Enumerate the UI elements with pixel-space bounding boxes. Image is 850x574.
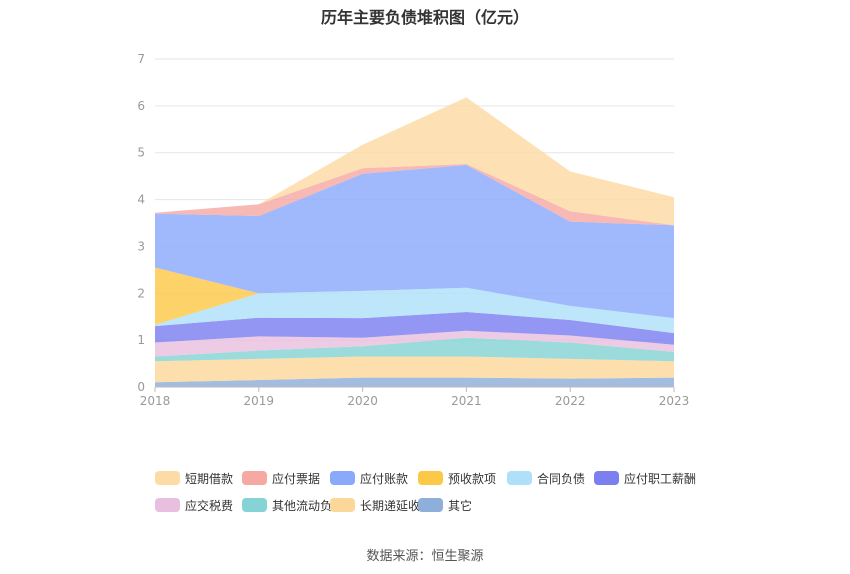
area-series <box>155 97 674 387</box>
axes: 0 1 2 3 4 5 6 7 2018 2019 2020 2021 2022 2023 <box>137 52 689 408</box>
x-tick-label: 2021 <box>451 394 482 408</box>
area-series-3 <box>155 330 674 357</box>
legend-swatch <box>330 471 355 485</box>
area-series-2 <box>155 337 674 362</box>
legend-item[interactable]: 应付职工薪酬 <box>594 470 696 486</box>
area-series-9 <box>155 97 674 226</box>
legend-item[interactable]: 其它 <box>418 497 472 513</box>
area-series-7 <box>155 164 674 319</box>
area-series-5 <box>155 287 674 334</box>
legend-item[interactable]: 长期递延收益 <box>330 497 432 513</box>
legend-item[interactable]: 应付票据 <box>242 470 320 486</box>
y-tick-label: 7 <box>137 52 145 66</box>
x-tick-label: 2019 <box>244 394 275 408</box>
legend-item[interactable]: 预收款项 <box>418 470 496 486</box>
y-tick-label: 2 <box>137 286 145 300</box>
legend-label: 预收款项 <box>448 471 497 486</box>
legend-swatch <box>418 498 443 512</box>
x-tick-label: 2023 <box>659 394 690 408</box>
legend-label: 应付职工薪酬 <box>624 471 697 486</box>
legend-swatch <box>507 471 532 485</box>
y-tick-label: 6 <box>137 99 145 113</box>
area-series-0 <box>155 377 674 387</box>
legend-label: 短期借款 <box>185 471 234 486</box>
area-series-1 <box>155 356 674 383</box>
legend-swatch <box>594 471 619 485</box>
area-series-4 <box>155 312 674 345</box>
legend-label: 应付票据 <box>272 471 321 486</box>
x-tick-label: 2018 <box>140 394 171 408</box>
legend-label: 长期递延收益 <box>360 498 433 513</box>
legend-item[interactable]: 应付账款 <box>330 470 408 486</box>
legend-swatch <box>330 498 355 512</box>
legend-item[interactable]: 应交税费 <box>155 497 233 513</box>
y-tick-label: 0 <box>137 380 145 394</box>
y-tick-label: 1 <box>137 333 145 347</box>
legend-label: 其它 <box>448 498 473 513</box>
legend-swatch <box>242 471 267 485</box>
x-tick-label: 2020 <box>347 394 378 408</box>
legend-item[interactable]: 短期借款 <box>155 470 233 486</box>
legend-label: 其他流动负债 <box>272 498 345 513</box>
data-source: 数据来源：恒生聚源 <box>366 549 484 564</box>
y-tick-label: 3 <box>137 239 145 253</box>
legend-label: 应交税费 <box>185 498 234 513</box>
legend-swatch <box>418 471 443 485</box>
legend-label: 合同负债 <box>537 471 586 486</box>
legend-item[interactable]: 合同负债 <box>507 470 585 486</box>
legend-swatch <box>155 498 180 512</box>
legend-label: 应付账款 <box>360 471 409 486</box>
legend-item[interactable]: 其他流动负债 <box>242 497 344 513</box>
y-tick-label: 4 <box>137 193 145 207</box>
area-series-8 <box>155 164 674 226</box>
x-tick-label: 2022 <box>555 394 586 408</box>
legend-swatch <box>242 498 267 512</box>
legend-swatch <box>155 471 180 485</box>
y-tick-label: 5 <box>137 146 145 160</box>
chart-title: 历年主要负债堆积图（亿元） <box>320 8 529 27</box>
